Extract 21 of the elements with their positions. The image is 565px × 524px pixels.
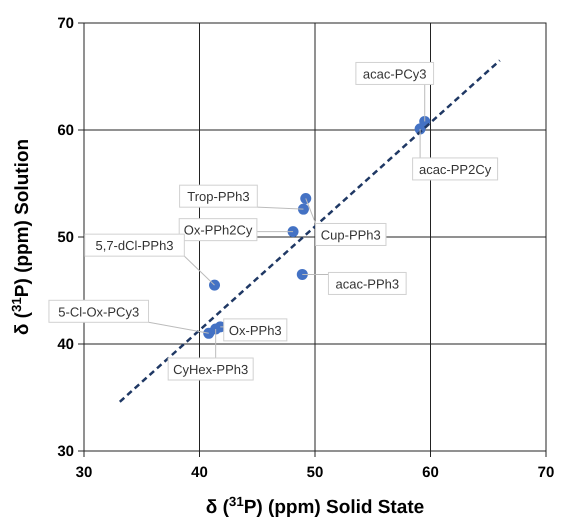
annotation: CyHex-PPh3 — [173, 362, 248, 378]
x-axis-title: δ ($^{31}$P) (ppm) Solid State — [206, 494, 424, 518]
annotation: Cup-PPh3 — [320, 227, 381, 242]
y-tick-label: 70 — [57, 15, 74, 32]
annotation: acac-PP2Cy — [418, 162, 492, 177]
annotation: Ox-PPh3 — [228, 322, 282, 338]
y-tick-label: 50 — [57, 229, 74, 246]
annotation: acac-PPh3 — [336, 276, 400, 292]
x-tick-label: 40 — [191, 464, 208, 481]
y-tick-label: 30 — [57, 443, 74, 460]
annotation: 5,7-dCl-PPh3 — [95, 238, 174, 254]
x-tick-label: 70 — [538, 464, 554, 481]
annotation: 5-Cl-Ox-PCy3 — [58, 304, 140, 320]
y-tick-label: 60 — [57, 122, 74, 139]
x-tick-label: 60 — [422, 464, 439, 481]
annotation: Ox-PPh2Cy — [184, 222, 253, 238]
y-tick-label: 40 — [57, 336, 74, 353]
x-tick-label: 30 — [76, 464, 92, 481]
annotation: Trop-PPh3 — [187, 189, 250, 204]
annotation: acac-PCy3 — [362, 66, 427, 82]
x-tick-label: 50 — [306, 464, 324, 481]
